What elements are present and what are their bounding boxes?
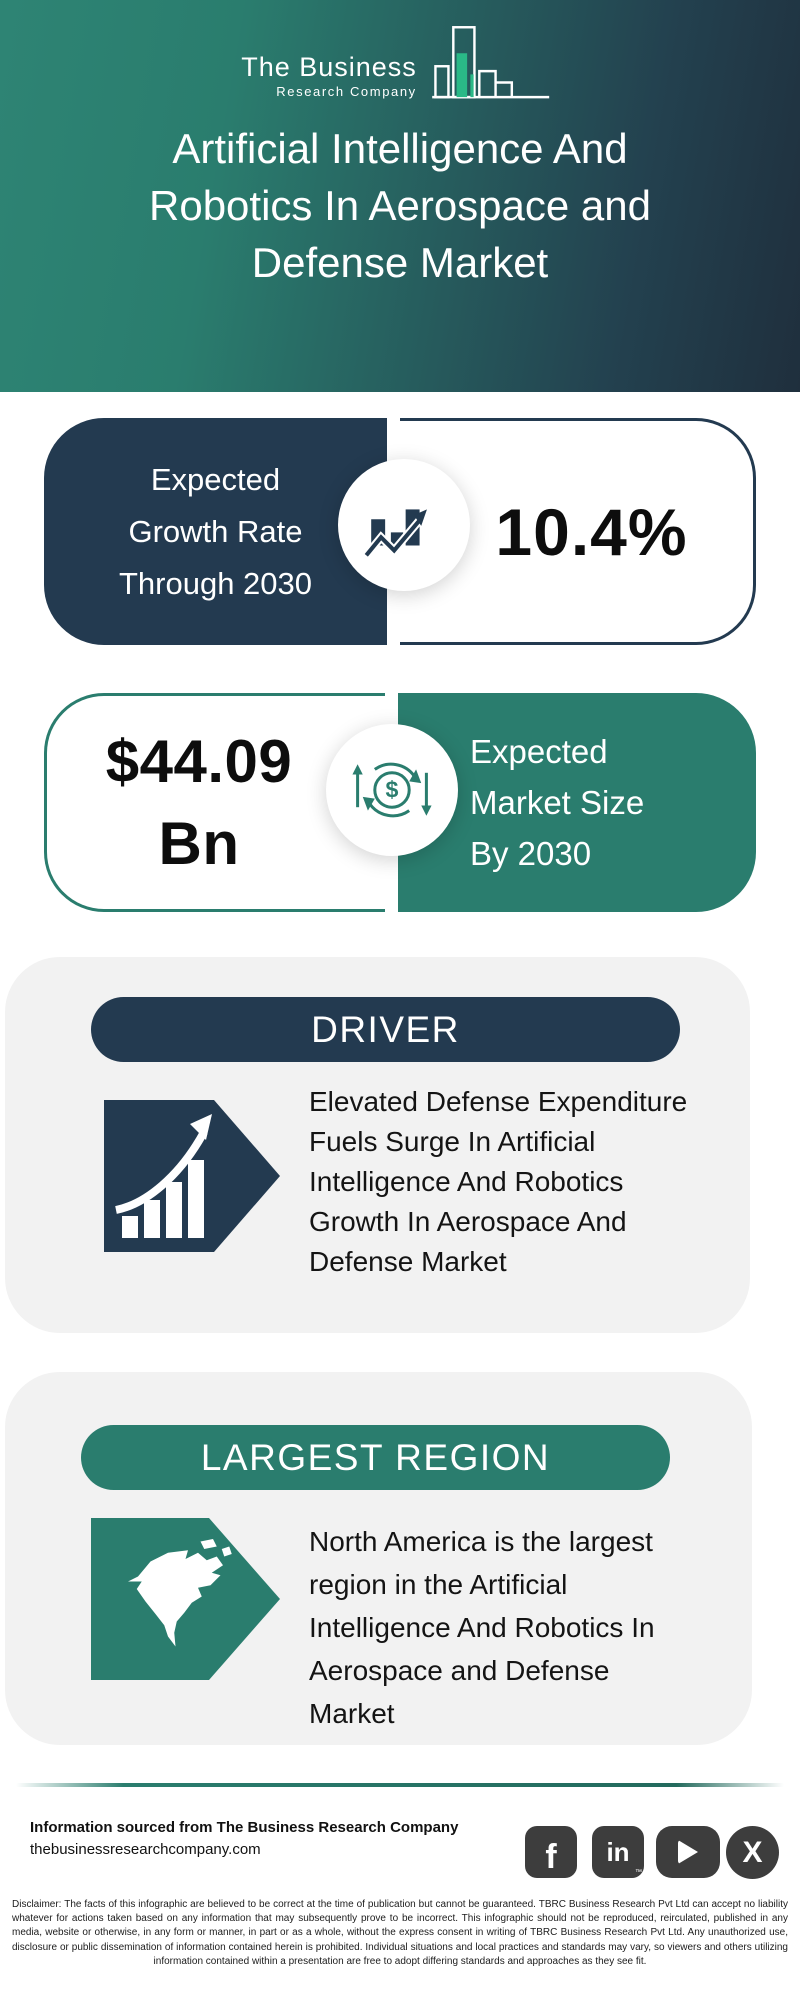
youtube-icon[interactable] [656,1826,720,1878]
driver-text-line-4: Growth In Aerospace And [309,1206,627,1237]
logo-company-name: The Business [241,52,417,82]
company-logo: The Business Research Company [0,24,800,102]
north-america-map-icon [91,1518,280,1680]
region-text-line-3: Intelligence And Robotics In [309,1612,655,1643]
growth-trend-icon [363,509,427,558]
driver-text-line-3: Intelligence And Robotics [309,1166,624,1197]
market-size-unit: Bn [158,809,240,877]
driver-heading: DRIVER [311,1008,460,1050]
region-text-line-1: North America is the largest [309,1526,653,1557]
driver-heading-pill: DRIVER [91,997,680,1062]
footer-divider [16,1783,784,1787]
linkedin-glyph: in [606,1836,630,1867]
region-heading: LARGEST REGION [200,1436,551,1478]
growth-rate-value: 10.4% [495,494,688,569]
page-title: Artificial Intelligence And Robotics In … [0,120,800,291]
growth-icon-badge [338,459,470,591]
region-text-line-2: region in the Artificial [309,1569,568,1600]
title-line-3: Defense Market [251,239,549,286]
logo-company-subtitle: Research Company [276,84,417,99]
growth-rate-label-pill: Expected Growth Rate Through 2030 [44,418,387,645]
market-label-line-2: Market Size [470,784,645,821]
x-glyph: X [742,1835,763,1869]
market-size-label-pill: Expected Market Size By 2030 [398,693,756,912]
region-text-line-4: Aerospace and Defense [309,1655,610,1686]
growth-label-line-1: Expected [150,461,281,497]
growth-rate-label: Expected Growth Rate Through 2030 [119,454,312,610]
header-banner: The Business Research Company Artificial… [0,0,800,392]
region-text-line-5: Market [309,1698,395,1729]
title-line-1: Artificial Intelligence And [172,125,628,172]
region-text: North America is the largest region in t… [309,1520,749,1735]
logo-bar-chart-icon [431,26,549,99]
title-line-2: Robotics In Aerospace and [149,182,651,229]
website-link[interactable]: thebusinessresearchcompany.com [30,1841,261,1858]
market-label-line-3: By 2030 [470,835,592,872]
market-label-line-1: Expected [470,733,608,770]
driver-text-line-2: Fuels Surge In Artificial [309,1126,596,1157]
driver-text-line-1: Elevated Defense Expenditure [309,1086,688,1117]
growth-label-line-2: Growth Rate [128,513,303,549]
logo-text: The Business Research Company [241,52,417,99]
linkedin-tm: ™ [635,1869,642,1876]
svg-text:$: $ [386,777,399,803]
driver-text: Elevated Defense Expenditure Fuels Surge… [309,1082,739,1282]
driver-text-line-5: Defense Market [309,1246,507,1277]
growth-label-line-3: Through 2030 [118,565,313,601]
market-size-amount: $44.09 [105,727,293,795]
disclaimer-text: Disclaimer: The facts of this infographi… [12,1899,788,1967]
source-text: Information sourced from The Business Re… [30,1819,459,1836]
facebook-glyph: f [545,1837,557,1876]
youtube-play-glyph [678,1840,698,1864]
facebook-icon[interactable]: f [525,1826,577,1878]
money-icon-badge: $ [326,724,458,856]
market-size-label: Expected Market Size By 2030 [398,726,644,879]
linkedin-icon[interactable]: in ™ [592,1826,644,1878]
bar-chart-growth-icon [104,1100,280,1252]
money-exchange-icon: $ [352,762,432,818]
x-twitter-icon[interactable]: X [726,1826,779,1879]
region-heading-pill: LARGEST REGION [81,1425,670,1490]
market-size-value: $44.09 Bn [106,721,327,885]
